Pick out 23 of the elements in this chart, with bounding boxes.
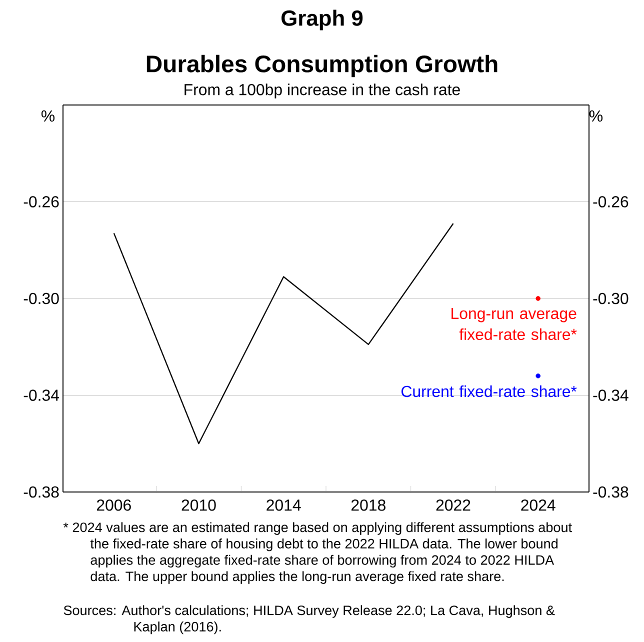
y-tick-label: -0.26 bbox=[24, 196, 59, 208]
x-tick-label: 2010 bbox=[182, 500, 216, 511]
chart-title: Durables Consumption Growth bbox=[146, 54, 498, 78]
y-tick-label: -0.38 bbox=[24, 486, 59, 498]
y2-axis-title: % bbox=[589, 110, 603, 122]
text: * 2024 values are an estimated range based on applying different assumptions about the fixed-rate share of housing debt to the 2022 HILDA data. The lower bound applies the aggregate fixed-rate share of borrowing from 2024 to 2022 HILDA data. The upper bound applies the long-run average fixed rate share. bbox=[63, 522, 572, 584]
y-tick-label: -0.34 bbox=[24, 390, 60, 401]
caption: Graph 9 bbox=[282, 10, 363, 30]
x-tick-label: 2014 bbox=[266, 500, 301, 511]
y2-tick-label: -0.30 bbox=[593, 292, 628, 304]
text: Current fixed-rate share* bbox=[402, 385, 577, 398]
y-axis-title: % bbox=[41, 110, 55, 122]
x-tick-label: 2024 bbox=[521, 500, 556, 511]
x-tick-label: 2022 bbox=[436, 500, 470, 511]
y-tick-label: -0.30 bbox=[24, 292, 59, 304]
y2-tick-label: -0.38 bbox=[593, 486, 628, 498]
chart-subtitle: From a 100bp increase in the cash rate bbox=[184, 84, 460, 98]
x-tick-label: 2006 bbox=[96, 500, 131, 511]
y2-tick-label: -0.26 bbox=[593, 196, 628, 208]
text: Long-run average fixed-rate share* bbox=[452, 308, 577, 340]
x-tick-label: 2018 bbox=[351, 500, 386, 511]
y2-tick-label: -0.34 bbox=[593, 390, 628, 401]
source-note: Sources: Author's calculations; HILDA Survey Release 22.0; La Cava, Hughson & Kaplan (2016). bbox=[64, 605, 555, 634]
